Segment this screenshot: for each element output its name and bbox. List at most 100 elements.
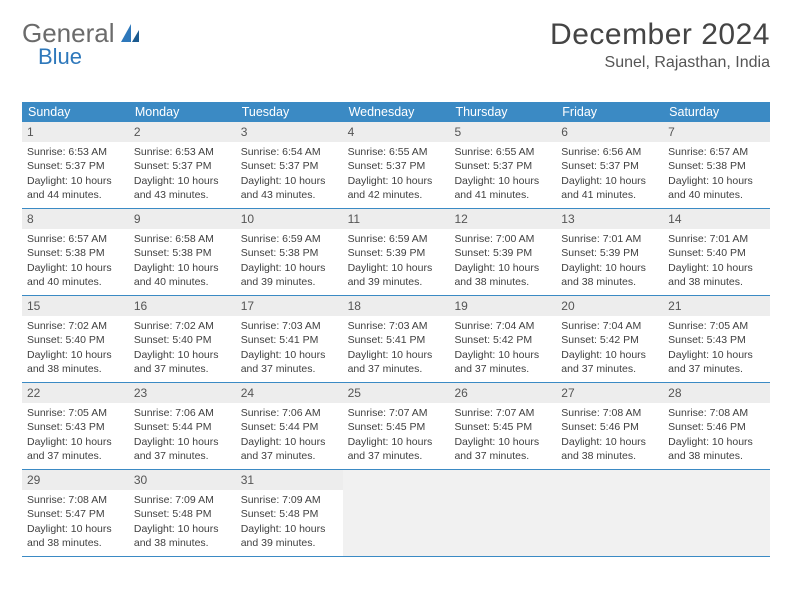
- daylight-line: Daylight: 10 hours and 38 minutes.: [668, 435, 765, 463]
- day-number: 5: [449, 122, 556, 142]
- day-body: Sunrise: 7:02 AMSunset: 5:40 PMDaylight:…: [129, 316, 236, 380]
- sunset-line: Sunset: 5:38 PM: [241, 246, 338, 260]
- day-cell: 27Sunrise: 7:08 AMSunset: 5:46 PMDayligh…: [556, 383, 663, 469]
- day-number: 15: [22, 296, 129, 316]
- week-row: 15Sunrise: 7:02 AMSunset: 5:40 PMDayligh…: [22, 296, 770, 383]
- sunset-line: Sunset: 5:42 PM: [561, 333, 658, 347]
- sunset-line: Sunset: 5:37 PM: [27, 159, 124, 173]
- day-number: 10: [236, 209, 343, 229]
- calendar: SundayMondayTuesdayWednesdayThursdayFrid…: [22, 102, 770, 557]
- daylight-line: Daylight: 10 hours and 38 minutes.: [561, 435, 658, 463]
- day-body: Sunrise: 6:58 AMSunset: 5:38 PMDaylight:…: [129, 229, 236, 293]
- sunset-line: Sunset: 5:45 PM: [454, 420, 551, 434]
- sunset-line: Sunset: 5:38 PM: [668, 159, 765, 173]
- daylight-line: Daylight: 10 hours and 37 minutes.: [561, 348, 658, 376]
- sunrise-line: Sunrise: 7:07 AM: [348, 406, 445, 420]
- day-number: 11: [343, 209, 450, 229]
- daylight-line: Daylight: 10 hours and 37 minutes.: [348, 348, 445, 376]
- sunset-line: Sunset: 5:43 PM: [668, 333, 765, 347]
- month-title: December 2024: [550, 18, 770, 52]
- day-cell: 14Sunrise: 7:01 AMSunset: 5:40 PMDayligh…: [663, 209, 770, 295]
- day-body: Sunrise: 6:53 AMSunset: 5:37 PMDaylight:…: [129, 142, 236, 206]
- day-number: 17: [236, 296, 343, 316]
- day-number: 26: [449, 383, 556, 403]
- sunset-line: Sunset: 5:37 PM: [134, 159, 231, 173]
- day-number: 29: [22, 470, 129, 490]
- daylight-line: Daylight: 10 hours and 44 minutes.: [27, 174, 124, 202]
- empty-day-cell: [663, 470, 770, 556]
- day-body: Sunrise: 7:05 AMSunset: 5:43 PMDaylight:…: [22, 403, 129, 467]
- day-cell: 18 Sunrise: 7:03 AMSunset: 5:41 PMDayligh…: [343, 296, 450, 382]
- day-number: 4: [343, 122, 450, 142]
- daylight-line: Daylight: 10 hours and 38 minutes.: [561, 261, 658, 289]
- day-number: 19: [449, 296, 556, 316]
- daylight-line: Daylight: 10 hours and 37 minutes.: [27, 435, 124, 463]
- day-cell: 11Sunrise: 6:59 AMSunset: 5:39 PMDayligh…: [343, 209, 450, 295]
- daylight-line: Daylight: 10 hours and 37 minutes.: [668, 348, 765, 376]
- day-body: Sunrise: 6:59 AMSunset: 5:39 PMDaylight:…: [343, 229, 450, 293]
- day-body: Sunrise: 6:54 AMSunset: 5:37 PMDaylight:…: [236, 142, 343, 206]
- sunset-line: Sunset: 5:41 PM: [241, 333, 338, 347]
- daylight-line: Daylight: 10 hours and 42 minutes.: [348, 174, 445, 202]
- sunset-line: Sunset: 5:47 PM: [27, 507, 124, 521]
- sunrise-line: Sunrise: 7:04 AM: [561, 319, 658, 333]
- day-body: Sunrise: 7:04 AMSunset: 5:42 PMDaylight:…: [556, 316, 663, 380]
- empty-day-cell: [556, 470, 663, 556]
- day-cell: 1Sunrise: 6:53 AMSunset: 5:37 PMDaylight…: [22, 122, 129, 208]
- sunrise-line: Sunrise: 7:06 AM: [241, 406, 338, 420]
- sunset-line: Sunset: 5:40 PM: [134, 333, 231, 347]
- day-cell: 28Sunrise: 7:08 AMSunset: 5:46 PMDayligh…: [663, 383, 770, 469]
- day-cell: 4Sunrise: 6:55 AMSunset: 5:37 PMDaylight…: [343, 122, 450, 208]
- day-cell: 10Sunrise: 6:59 AMSunset: 5:38 PMDayligh…: [236, 209, 343, 295]
- daylight-line: Daylight: 10 hours and 37 minutes.: [134, 348, 231, 376]
- day-number: 6: [556, 122, 663, 142]
- day-number: 12: [449, 209, 556, 229]
- day-cell: 2Sunrise: 6:53 AMSunset: 5:37 PMDaylight…: [129, 122, 236, 208]
- day-number: 2: [129, 122, 236, 142]
- day-number: 25: [343, 383, 450, 403]
- week-row: 8Sunrise: 6:57 AMSunset: 5:38 PMDaylight…: [22, 209, 770, 296]
- sunset-line: Sunset: 5:41 PM: [348, 333, 445, 347]
- day-body: Sunrise: 7:00 AMSunset: 5:39 PMDaylight:…: [449, 229, 556, 293]
- sunrise-line: Sunrise: 7:05 AM: [27, 406, 124, 420]
- sunrise-line: Sunrise: 7:06 AM: [134, 406, 231, 420]
- day-body: Sunrise: 7:08 AMSunset: 5:47 PMDaylight:…: [22, 490, 129, 554]
- day-number: 9: [129, 209, 236, 229]
- daylight-line: Daylight: 10 hours and 37 minutes.: [454, 348, 551, 376]
- week-row: 22Sunrise: 7:05 AMSunset: 5:43 PMDayligh…: [22, 383, 770, 470]
- day-number: 13: [556, 209, 663, 229]
- day-body: Sunrise: 7:02 AMSunset: 5:40 PMDaylight:…: [22, 316, 129, 380]
- weekday-header-row: SundayMondayTuesdayWednesdayThursdayFrid…: [22, 102, 770, 122]
- sunrise-line: Sunrise: 7:00 AM: [454, 232, 551, 246]
- day-number: 18: [343, 296, 450, 316]
- sunrise-line: Sunrise: 7:03 AM: [241, 319, 338, 333]
- sunset-line: Sunset: 5:40 PM: [668, 246, 765, 260]
- day-body: Sunrise: 7:06 AMSunset: 5:44 PMDaylight:…: [129, 403, 236, 467]
- day-cell: 6Sunrise: 6:56 AMSunset: 5:37 PMDaylight…: [556, 122, 663, 208]
- day-number: 31: [236, 470, 343, 490]
- daylight-line: Daylight: 10 hours and 37 minutes.: [454, 435, 551, 463]
- sunrise-line: Sunrise: 7:03 AM: [348, 319, 445, 333]
- day-cell: 9Sunrise: 6:58 AMSunset: 5:38 PMDaylight…: [129, 209, 236, 295]
- sunset-line: Sunset: 5:48 PM: [241, 507, 338, 521]
- sunrise-line: Sunrise: 7:08 AM: [668, 406, 765, 420]
- day-body: Sunrise: 7:01 AMSunset: 5:39 PMDaylight:…: [556, 229, 663, 293]
- sunrise-line: Sunrise: 6:56 AM: [561, 145, 658, 159]
- logo-sail-icon: [119, 22, 143, 46]
- day-body: Sunrise: 7:09 AMSunset: 5:48 PMDaylight:…: [129, 490, 236, 554]
- day-cell: 20Sunrise: 7:04 AMSunset: 5:42 PMDayligh…: [556, 296, 663, 382]
- sunrise-line: Sunrise: 7:04 AM: [454, 319, 551, 333]
- daylight-line: Daylight: 10 hours and 39 minutes.: [348, 261, 445, 289]
- daylight-line: Daylight: 10 hours and 37 minutes.: [348, 435, 445, 463]
- day-body: Sunrise: 6:57 AMSunset: 5:38 PMDaylight:…: [663, 142, 770, 206]
- day-cell: 29Sunrise: 7:08 AMSunset: 5:47 PMDayligh…: [22, 470, 129, 556]
- day-cell: 13Sunrise: 7:01 AMSunset: 5:39 PMDayligh…: [556, 209, 663, 295]
- day-cell: 15Sunrise: 7:02 AMSunset: 5:40 PMDayligh…: [22, 296, 129, 382]
- day-body: Sunrise: 7:06 AMSunset: 5:44 PMDaylight:…: [236, 403, 343, 467]
- weekday-header: Wednesday: [343, 102, 450, 122]
- sunset-line: Sunset: 5:39 PM: [454, 246, 551, 260]
- weekday-header: Tuesday: [236, 102, 343, 122]
- sunset-line: Sunset: 5:37 PM: [348, 159, 445, 173]
- daylight-line: Daylight: 10 hours and 41 minutes.: [561, 174, 658, 202]
- day-number: 14: [663, 209, 770, 229]
